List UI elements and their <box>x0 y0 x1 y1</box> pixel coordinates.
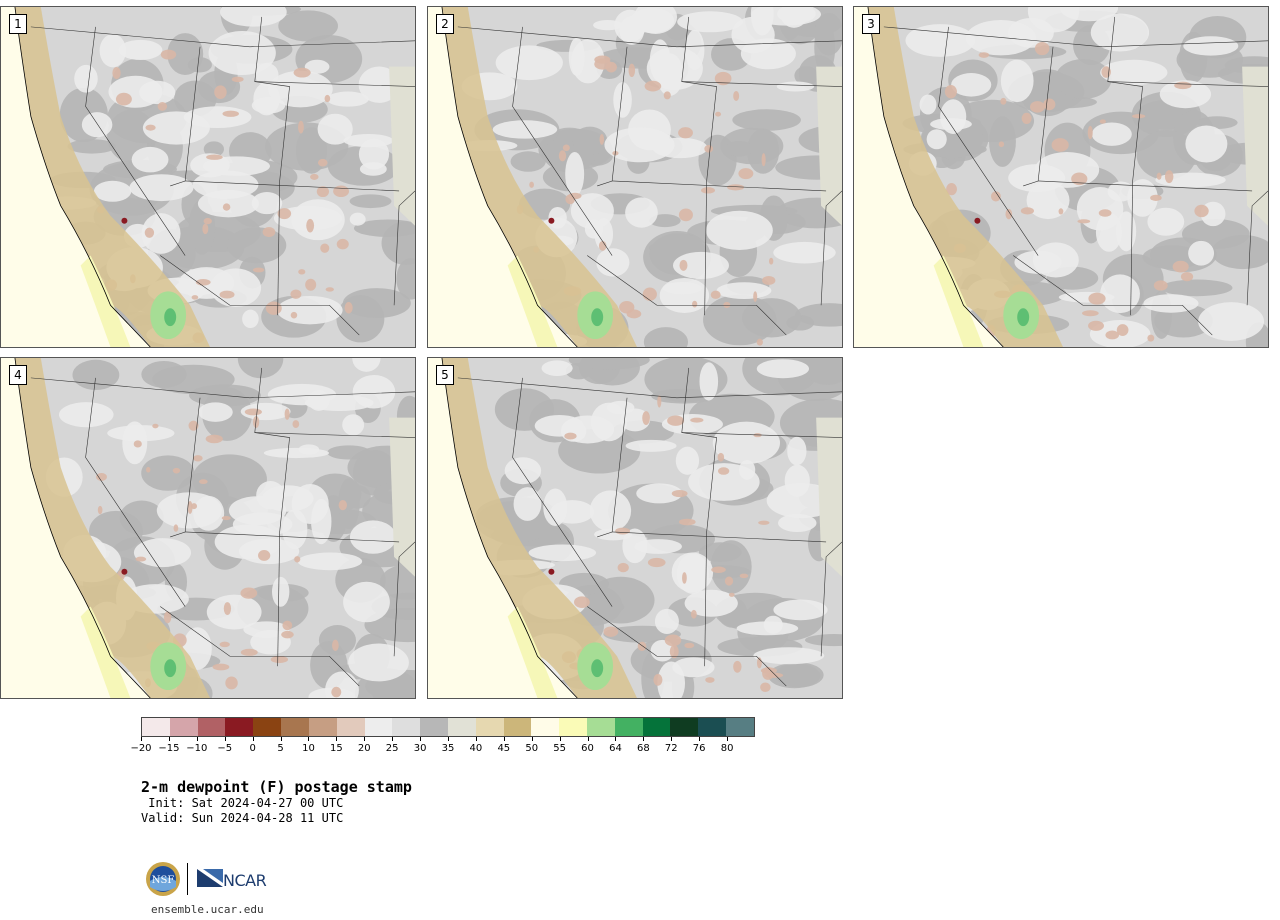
colorbar-tick-label: 72 <box>664 743 678 754</box>
colorbar-tick-label: 25 <box>385 743 399 754</box>
colorbar-tick-label: 60 <box>581 743 594 754</box>
colorbar-swatch <box>587 718 615 736</box>
member-panel-4: 4 <box>0 357 416 699</box>
colorbar-tick-label: 0 <box>249 743 256 754</box>
colorbar-swatch <box>197 718 226 736</box>
colorbar-swatch <box>475 718 504 736</box>
colorbar-tick-label: 64 <box>609 743 622 754</box>
colorbar-swatch <box>447 718 476 736</box>
colorbar-tick <box>364 737 366 741</box>
colorbar-swatch <box>169 718 198 736</box>
panel-label-5: 5 <box>436 365 454 385</box>
colorbar-swatch <box>559 718 587 736</box>
colorbar-tick <box>727 737 729 741</box>
colorbar-tick <box>252 737 254 741</box>
colorbar-tick <box>475 737 477 741</box>
colorbar-ticks: −20 −15 −10 −5 0 5 10 15 20 25 30 35 40 45 50 55 60 64 68 7… <box>130 737 755 757</box>
colorbar-tick-label: 55 <box>553 743 566 754</box>
colorbar-tick-label: 30 <box>413 743 427 754</box>
ncar-logo-text: NCAR <box>223 871 267 890</box>
map-3 <box>854 7 1268 347</box>
init-time: Init: Sat 2024-04-27 00 UTC <box>141 796 344 810</box>
panel-label-4: 4 <box>9 365 27 385</box>
member-panel-2: 2 <box>427 6 843 348</box>
website-url: ensemble.ucar.edu <box>151 903 264 916</box>
colorbar-swatch <box>503 718 532 736</box>
colorbar-tick <box>559 737 561 741</box>
map-2 <box>428 7 842 347</box>
colorbar-tick <box>699 737 701 741</box>
colorbar-swatch <box>336 718 365 736</box>
colorbar-swatch <box>642 718 671 736</box>
ncar-mark-icon <box>197 869 223 887</box>
colorbar-tick <box>280 737 282 741</box>
colorbar-tick <box>420 737 422 741</box>
colorbar-tick <box>336 737 338 741</box>
colorbar-swatch <box>142 718 170 736</box>
colorbar-swatch <box>253 718 282 736</box>
colorbar-swatch <box>281 718 309 736</box>
colorbar-tick-label: −15 <box>158 743 180 754</box>
colorbar-tick <box>587 737 589 741</box>
colorbar-tick-label: 5 <box>277 743 284 754</box>
member-panel-5: 5 <box>427 357 843 699</box>
colorbar-swatch <box>670 718 699 736</box>
colorbar-tick-label: −10 <box>186 743 208 754</box>
colorbar-tick-label: 76 <box>692 743 706 754</box>
colorbar-swatch <box>225 718 254 736</box>
colorbar-tick-label: 80 <box>720 743 734 754</box>
map-5 <box>428 358 842 698</box>
colorbar-tick-label: 20 <box>357 743 371 754</box>
colorbar-tick <box>671 737 673 741</box>
map-1 <box>1 7 415 347</box>
colorbar-swatch <box>698 718 727 736</box>
colorbar-tick <box>141 737 142 741</box>
colorbar-swatch <box>531 718 560 736</box>
colorbar-swatch <box>364 718 393 736</box>
colorbar-swatch <box>726 718 754 736</box>
colorbar-tick-label: 15 <box>329 743 343 754</box>
map-4 <box>1 358 415 698</box>
colorbar-tick <box>308 737 310 741</box>
colorbar-tick <box>643 737 645 741</box>
nsf-logo-icon: NSF <box>146 862 180 896</box>
logos: NSF NCAR <box>145 861 275 899</box>
member-panel-1: 1 <box>0 6 416 348</box>
colorbar-tick <box>168 737 170 741</box>
member-panel-3: 3 <box>853 6 1269 348</box>
colorbar-tick <box>196 737 198 741</box>
valid-time: Valid: Sun 2024-04-28 11 UTC <box>141 811 344 825</box>
colorbar-tick <box>224 737 226 741</box>
colorbar <box>141 717 755 737</box>
colorbar-swatch <box>614 718 643 736</box>
colorbar-tick-label: 45 <box>497 743 511 754</box>
colorbar-swatch <box>308 718 337 736</box>
colorbar-tick <box>448 737 449 741</box>
colorbar-swatch <box>392 718 421 736</box>
colorbar-tick-label: 50 <box>525 743 539 754</box>
colorbar-swatch <box>420 718 448 736</box>
panel-label-3: 3 <box>862 14 880 34</box>
colorbar-tick <box>503 737 505 741</box>
colorbar-tick-label: 40 <box>469 743 483 754</box>
colorbar-tick <box>615 737 617 741</box>
colorbar-tick <box>392 737 394 741</box>
colorbar-tick-label: −20 <box>130 743 152 754</box>
figure-title: 2-m dewpoint (F) postage stamp <box>141 778 412 796</box>
colorbar-tick-label: 10 <box>302 743 315 754</box>
logo-divider <box>187 863 188 895</box>
colorbar-tick-label: −5 <box>217 743 233 754</box>
panel-label-2: 2 <box>436 14 454 34</box>
colorbar-tick <box>531 737 533 741</box>
svg-text:NSF: NSF <box>152 875 175 886</box>
colorbar-tick-label: 35 <box>441 743 455 754</box>
colorbar-tick-label: 68 <box>636 743 650 754</box>
panel-label-1: 1 <box>9 14 27 34</box>
